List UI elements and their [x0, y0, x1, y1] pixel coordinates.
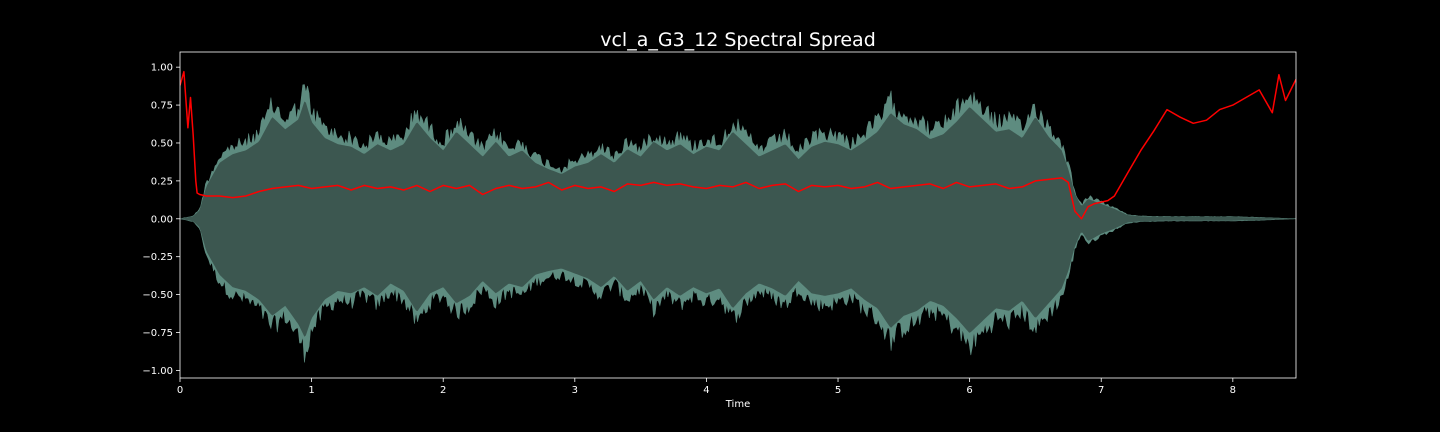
y-tick-label: 0.75 — [151, 101, 173, 112]
y-tick-label: 0.50 — [151, 138, 173, 149]
plot-area — [179, 51, 1297, 379]
x-tick-label: 4 — [703, 385, 709, 396]
x-tick-label: 5 — [835, 385, 841, 396]
waveform-body — [180, 101, 1296, 337]
x-tick-label: 8 — [1230, 385, 1236, 396]
x-tick-label: 6 — [966, 385, 972, 396]
y-tick-label: −0.25 — [142, 252, 173, 263]
x-axis: 0 1 2 3 4 5 6 7 8 — [177, 378, 1236, 396]
y-tick-label: 0.25 — [151, 176, 173, 187]
y-tick-label: −0.75 — [142, 328, 173, 339]
plot-frame — [179, 51, 1297, 379]
x-tick-label: 2 — [440, 385, 446, 396]
y-axis: −1.00 −0.75 −0.50 −0.25 0.00 0.25 0.50 0.75 1.00 — [142, 63, 180, 377]
x-tick-label: 1 — [308, 385, 314, 396]
x-tick-label: 0 — [177, 385, 183, 396]
x-tick-label: 3 — [572, 385, 578, 396]
chart-title: vcl_a_G3_12 Spectral Spread — [600, 29, 876, 51]
y-tick-label: −1.00 — [142, 366, 173, 377]
spectral-spread-line — [180, 70, 1296, 220]
x-axis-label: Time — [725, 399, 750, 410]
y-tick-label: 0.00 — [151, 214, 173, 225]
x-tick-label: 7 — [1098, 385, 1104, 396]
y-tick-label: 1.00 — [151, 63, 173, 74]
y-tick-label: −0.50 — [142, 290, 173, 301]
